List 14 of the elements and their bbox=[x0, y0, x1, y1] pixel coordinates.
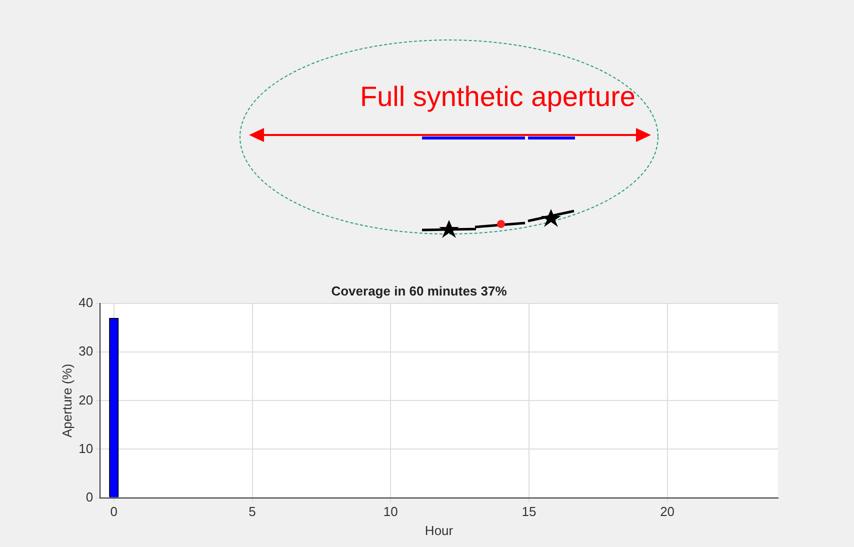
y-tick-label: 30 bbox=[78, 344, 94, 359]
y-tick-label: 20 bbox=[78, 392, 94, 408]
x-tick-label: 5 bbox=[248, 504, 256, 520]
y-tick-label: 40 bbox=[78, 295, 94, 310]
x-tick-label: 10 bbox=[383, 504, 398, 520]
x-tick-label: 15 bbox=[522, 504, 536, 520]
text: Full synthetic aperture bbox=[360, 80, 636, 114]
chart-title: Coverage in 60 minutes 37% bbox=[331, 283, 508, 298]
y-tick-label: 0 bbox=[86, 489, 94, 504]
x-axis-title: Hour bbox=[424, 522, 454, 538]
y-axis-title: Aperture (%) bbox=[59, 364, 74, 438]
y-tick-label: 10 bbox=[78, 440, 94, 456]
x-tick-label: 0 bbox=[110, 504, 118, 520]
x-tick-label: 20 bbox=[660, 504, 675, 520]
